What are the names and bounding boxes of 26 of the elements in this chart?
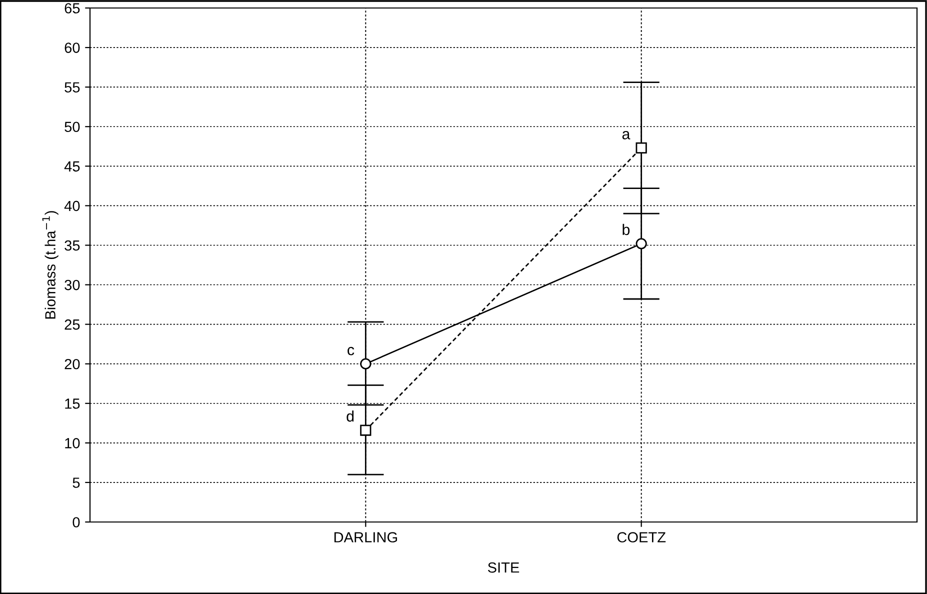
y-tick-label: 30 — [64, 280, 80, 290]
data-label: c — [348, 346, 354, 356]
point — [636, 238, 647, 250]
y-tick-label: 10 — [65, 438, 80, 448]
y-tick-label: 0 — [72, 517, 80, 528]
x-axis-title: SITE — [488, 562, 520, 573]
data-label: a — [622, 131, 630, 140]
y-tick-label: 15 — [65, 398, 80, 409]
y-tick-label: 45 — [64, 161, 80, 172]
y-tick-label: 65 — [64, 3, 80, 14]
point — [360, 358, 372, 370]
y-tick-label: 40 — [64, 200, 80, 212]
y-tick-label: 35 — [64, 240, 80, 251]
y-tick-label: 50 — [64, 122, 80, 132]
x-tick-label: DARLING — [334, 532, 397, 542]
y-tick-label: 60 — [64, 42, 80, 53]
y-tick-label: 5 — [72, 478, 80, 488]
point — [360, 424, 372, 436]
data-label: d — [346, 410, 354, 422]
x-tick-label: COETZ — [617, 532, 666, 542]
data-label: b — [622, 224, 630, 236]
y-tick-label: 20 — [64, 358, 80, 370]
y-tick-label: 55 — [64, 82, 80, 93]
y-axis-title: Biomass (t.ha$^{−1}$) — [42, 211, 58, 319]
point — [636, 142, 647, 154]
y-tick-label: 25 — [64, 319, 80, 330]
